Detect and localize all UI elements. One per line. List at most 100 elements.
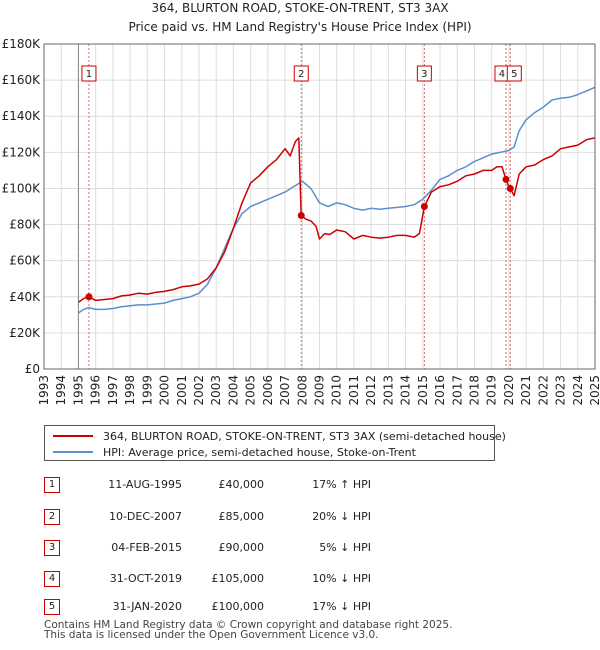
- footer-line-copyright: Contains HM Land Registry data © Crown c…: [44, 619, 453, 631]
- x-tick-label: 2012: [364, 375, 378, 406]
- legend-item-hpi: HPI: Average price, semi-detached house,…: [53, 444, 416, 460]
- x-tick-label: 2014: [399, 375, 413, 406]
- sale-hpi-diff: 20% ↓ HPI: [312, 510, 371, 523]
- x-tick-label: 1995: [71, 375, 85, 406]
- sale-number-badge: 5: [44, 599, 60, 615]
- x-tick-label: 2002: [192, 375, 206, 406]
- table-row: 2 10-DEC-2007 £85,000 20% ↓ HPI: [44, 507, 374, 527]
- x-tick-label: 2013: [381, 375, 395, 406]
- x-tick-label: 2005: [244, 375, 258, 406]
- sale-label-box: [293, 65, 309, 82]
- sale-price: £90,000: [218, 541, 265, 554]
- sale-label-number: 5: [511, 69, 517, 80]
- y-tick-label: £100K: [2, 181, 42, 195]
- table-row: 1 11-AUG-1995 £40,000 17% ↑ HPI: [44, 475, 374, 495]
- legend-item-property: 364, BLURTON ROAD, STOKE-ON-TRENT, ST3 3…: [53, 428, 506, 444]
- x-tick-label: 2006: [261, 375, 275, 406]
- x-tick-label: 2015: [416, 375, 430, 406]
- sale-point: [85, 293, 93, 301]
- y-tick-label: £180K: [2, 37, 42, 51]
- x-tick-label: 1996: [89, 375, 103, 406]
- x-tick-label: 2019: [485, 375, 499, 406]
- sale-number-badge: 3: [44, 540, 60, 556]
- legend-label-property: 364, BLURTON ROAD, STOKE-ON-TRENT, ST3 3…: [103, 429, 506, 443]
- sale-number-badge: 2: [44, 509, 60, 525]
- sale-hpi-diff: 5% ↓ HPI: [319, 541, 371, 554]
- sale-label-number: 3: [421, 69, 427, 80]
- sale-price: £40,000: [218, 478, 265, 491]
- sale-number-badge: 4: [44, 571, 60, 587]
- x-tick-label: 2024: [571, 375, 585, 406]
- legend-swatch-property: [53, 435, 93, 437]
- sale-date: 10-DEC-2007: [108, 510, 182, 523]
- sale-date: 31-OCT-2019: [109, 572, 182, 585]
- sale-number-badge: 1: [44, 477, 60, 493]
- property-price-line: [77, 137, 596, 303]
- sale-price: £105,000: [211, 572, 265, 585]
- y-tick-label: £160K: [2, 73, 42, 87]
- sale-date: 04-FEB-2015: [111, 541, 182, 554]
- x-tick-label: 2003: [209, 375, 223, 406]
- footer-line-licence: This data is licensed under the Open Gov…: [44, 629, 379, 641]
- y-tick-label: £140K: [2, 109, 42, 123]
- x-tick-label: 2017: [450, 375, 464, 406]
- footer-attribution: Contains HM Land Registry data © Crown c…: [44, 619, 453, 641]
- sale-hpi-diff: 10% ↓ HPI: [312, 572, 371, 585]
- x-tick-label: 2000: [158, 375, 172, 406]
- sale-point: [420, 203, 428, 210]
- hpi-line: [77, 86, 596, 314]
- chart-subtitle: Price paid vs. HM Land Registry's House …: [128, 20, 471, 34]
- y-tick-label: £120K: [2, 145, 42, 159]
- x-tick-label: 2022: [536, 375, 550, 406]
- x-tick-label: 2018: [467, 375, 481, 406]
- sale-point: [502, 175, 510, 183]
- table-row: 3 04-FEB-2015 £90,000 5% ↓ HPI: [44, 538, 374, 558]
- sale-label-box: [81, 65, 97, 82]
- price-chart: 364, BLURTON ROAD, STOKE-ON-TRENT, ST3 3…: [2, 1, 600, 406]
- legend: 364, BLURTON ROAD, STOKE-ON-TRENT, ST3 3…: [44, 425, 506, 461]
- sale-point: [506, 184, 514, 192]
- sale-price: £85,000: [218, 510, 265, 523]
- x-tick-label: 1993: [37, 375, 51, 406]
- table-row: 4 31-OCT-2019 £105,000 10% ↓ HPI: [44, 569, 374, 589]
- sale-label-box: [416, 65, 432, 82]
- sale-point: [297, 212, 305, 220]
- sale-price: £100,000: [211, 600, 265, 613]
- sale-date: 11-AUG-1995: [108, 478, 182, 491]
- sale-hpi-diff: 17% ↑ HPI: [312, 478, 371, 491]
- x-tick-label: 2023: [554, 375, 568, 406]
- legend-label-hpi: HPI: Average price, semi-detached house,…: [103, 445, 416, 459]
- x-tick-label: 2001: [175, 375, 189, 406]
- y-tick-label: £0: [25, 362, 40, 376]
- x-tick-label: 1998: [123, 375, 137, 406]
- sale-hpi-diff: 17% ↓ HPI: [312, 600, 371, 613]
- x-tick-label: 2021: [519, 375, 533, 406]
- y-tick-label: £20K: [9, 326, 41, 340]
- y-tick-label: £40K: [9, 290, 41, 304]
- hatched-no-data-region: [77, 44, 79, 369]
- y-tick-label: £80K: [9, 218, 41, 232]
- x-tick-label: 2011: [347, 375, 361, 406]
- sale-label-number: 1: [86, 69, 92, 80]
- x-tick-label: 2008: [295, 375, 309, 406]
- y-tick-label: £60K: [9, 254, 41, 268]
- x-tick-label: 1999: [140, 375, 154, 406]
- x-tick-label: 2016: [433, 375, 447, 406]
- x-tick-label: 2009: [313, 375, 327, 406]
- sale-label-number: 4: [499, 69, 505, 80]
- legend-swatch-hpi: [53, 451, 93, 453]
- x-tick-label: 2007: [278, 375, 292, 406]
- x-tick-label: 2020: [502, 375, 516, 406]
- x-tick-label: 2004: [226, 375, 240, 406]
- x-tick-label: 2025: [588, 375, 600, 406]
- sale-label-number: 2: [298, 69, 304, 80]
- sale-date: 31-JAN-2020: [112, 600, 182, 613]
- x-tick-label: 2010: [330, 375, 344, 406]
- x-tick-label: 1994: [54, 375, 68, 406]
- x-tick-label: 1997: [106, 375, 120, 406]
- table-row: 5 31-JAN-2020 £100,000 17% ↓ HPI: [44, 597, 374, 617]
- plot-border: [43, 43, 596, 370]
- chart-title: 364, BLURTON ROAD, STOKE-ON-TRENT, ST3 3…: [151, 1, 448, 15]
- plot-area: 1993 1994 1995 1996 1997 1998 1999 2000 2001 2002…: [2, 37, 600, 406]
- sale-label-box: [506, 65, 522, 82]
